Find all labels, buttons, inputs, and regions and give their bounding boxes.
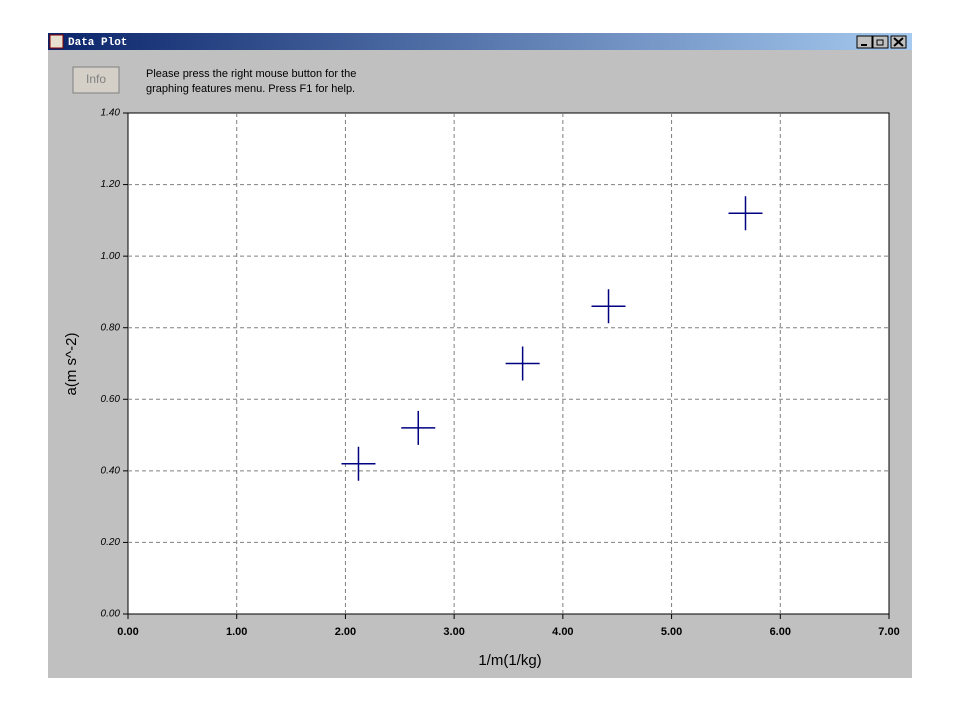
y-tick-label: 1.00 [101, 251, 121, 262]
x-tick-label: 1.00 [226, 626, 247, 638]
window-controls[interactable] [856, 35, 907, 49]
y-axis-label: a(m s^-2) [63, 333, 80, 396]
restore-icon [876, 39, 884, 46]
x-tick-label: 0.00 [117, 626, 138, 638]
x-tick-label: 4.00 [552, 626, 573, 638]
x-axis-label: 1/m(1/kg) [478, 652, 541, 669]
data-point [401, 410, 436, 445]
y-tick-label: 0.60 [101, 394, 121, 405]
y-tick-label: 0.80 [101, 322, 121, 333]
x-tick-label: 2.00 [335, 626, 356, 638]
y-tick-label: 1.40 [101, 108, 121, 119]
help-text: graphing features menu. Press F1 for hel… [146, 83, 355, 95]
x-tick-label: 3.00 [443, 626, 464, 638]
info-button-label: Info [86, 72, 106, 86]
y-tick-label: 1.20 [101, 179, 121, 190]
data-point [505, 346, 540, 381]
help-text: Please press the right mouse button for … [146, 68, 356, 80]
app-icon [49, 34, 64, 49]
data-point [341, 446, 376, 481]
title-bar [48, 33, 912, 50]
x-tick-label: 5.00 [661, 626, 682, 638]
plot-layer: 0.00 1.00 2.00 3.00 4.00 5.00 6.00 7.00 0.00 0.20… [101, 108, 900, 638]
x-tick-label: 7.00 [878, 626, 899, 638]
minimize-button[interactable] [856, 35, 873, 49]
y-tick-label: 0.20 [101, 537, 121, 548]
y-tick-label: 0.40 [101, 465, 121, 476]
data-point [591, 289, 626, 324]
y-tick-label: 0.00 [101, 609, 121, 620]
data-point [728, 196, 763, 231]
info-button[interactable] [72, 66, 120, 94]
close-icon [893, 37, 904, 47]
restore-button[interactable] [872, 35, 889, 49]
x-tick-label: 6.00 [770, 626, 791, 638]
window-title: Data Plot [68, 37, 127, 49]
